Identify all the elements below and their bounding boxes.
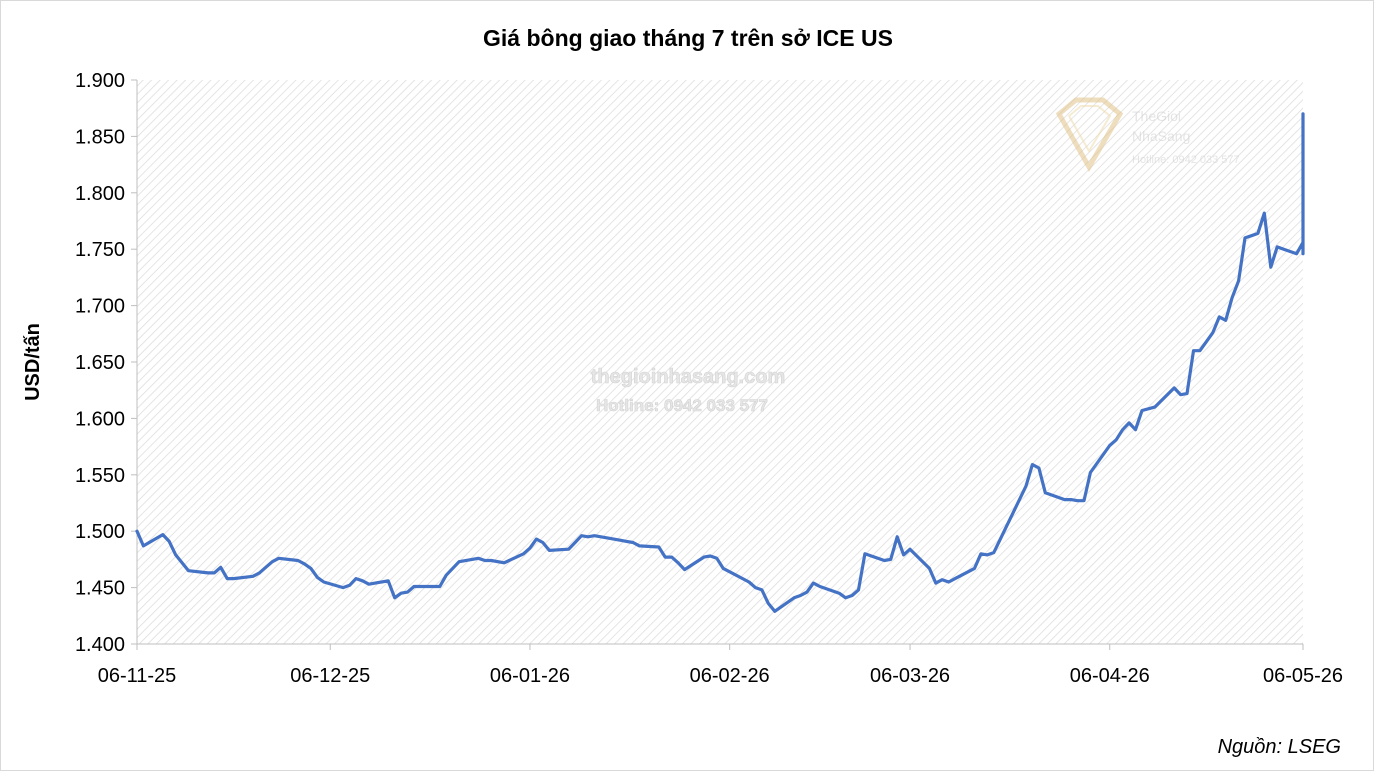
- y-tick-label: 1.750: [75, 239, 125, 261]
- chart-title: Giá bông giao tháng 7 trên sở ICE US: [483, 25, 893, 51]
- series-layer: [135, 112, 1305, 613]
- watermark-logo-line1: TheGioi: [1132, 108, 1181, 124]
- watermark-logo-line2: NhaSang: [1132, 128, 1190, 144]
- y-tick-label: 1.400: [75, 634, 125, 656]
- x-tick-label: 06-05-26: [1263, 665, 1343, 687]
- y-tick-label: 1.450: [75, 578, 125, 600]
- source-note: Nguồn: LSEG: [1218, 736, 1341, 758]
- plot-area: [137, 80, 1303, 644]
- x-axis: 06-11-25 06-12-25 06-01-26 06-02-26 06-03-26…: [98, 643, 1343, 687]
- diamond-logo-icon: [1055, 97, 1124, 173]
- y-tick-label: 1.900: [75, 70, 125, 92]
- series-line: [135, 112, 1305, 613]
- y-axis: 1.400 1.450 1.500 1.550 1.600 1.650 1.700 1.750…: [75, 70, 138, 656]
- x-tick-label: 06-11-25: [98, 665, 177, 687]
- x-tick-label: 06-01-26: [490, 665, 570, 687]
- diamond-inner-icon: [1067, 105, 1112, 153]
- y-tick-label: 1.500: [75, 521, 125, 543]
- y-tick-label: 1.650: [75, 352, 125, 374]
- watermark-logo-hotline: Hotline: 0942 033 577: [1132, 154, 1240, 166]
- x-tick-label: 06-02-26: [690, 665, 770, 687]
- y-tick-label: 1.550: [75, 465, 125, 487]
- watermark-site: thegioinhasang.com: [591, 366, 785, 388]
- x-tick-label: 06-03-26: [870, 665, 950, 687]
- y-tick-label: 1.600: [75, 408, 125, 430]
- y-tick-label: 1.700: [75, 296, 125, 318]
- x-tick-label: 06-12-25: [290, 665, 370, 687]
- x-tick-label: 06-04-26: [1070, 665, 1150, 687]
- y-tick-label: 1.850: [75, 126, 125, 148]
- watermark-logo: TheGioi NhaSang Hotline: 0942 033 577: [1055, 97, 1240, 173]
- y-tick-label: 1.800: [75, 183, 125, 205]
- y-axis-label: USD/tấn: [22, 323, 44, 401]
- watermark-hotline: Hotline: 0942 033 577: [596, 396, 768, 415]
